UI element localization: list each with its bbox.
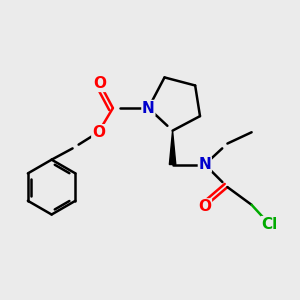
Text: O: O: [94, 76, 106, 92]
Text: O: O: [92, 125, 105, 140]
Text: N: N: [199, 157, 211, 172]
Text: Cl: Cl: [261, 217, 278, 232]
Polygon shape: [169, 130, 176, 164]
Text: O: O: [198, 199, 211, 214]
Text: N: N: [142, 100, 155, 116]
